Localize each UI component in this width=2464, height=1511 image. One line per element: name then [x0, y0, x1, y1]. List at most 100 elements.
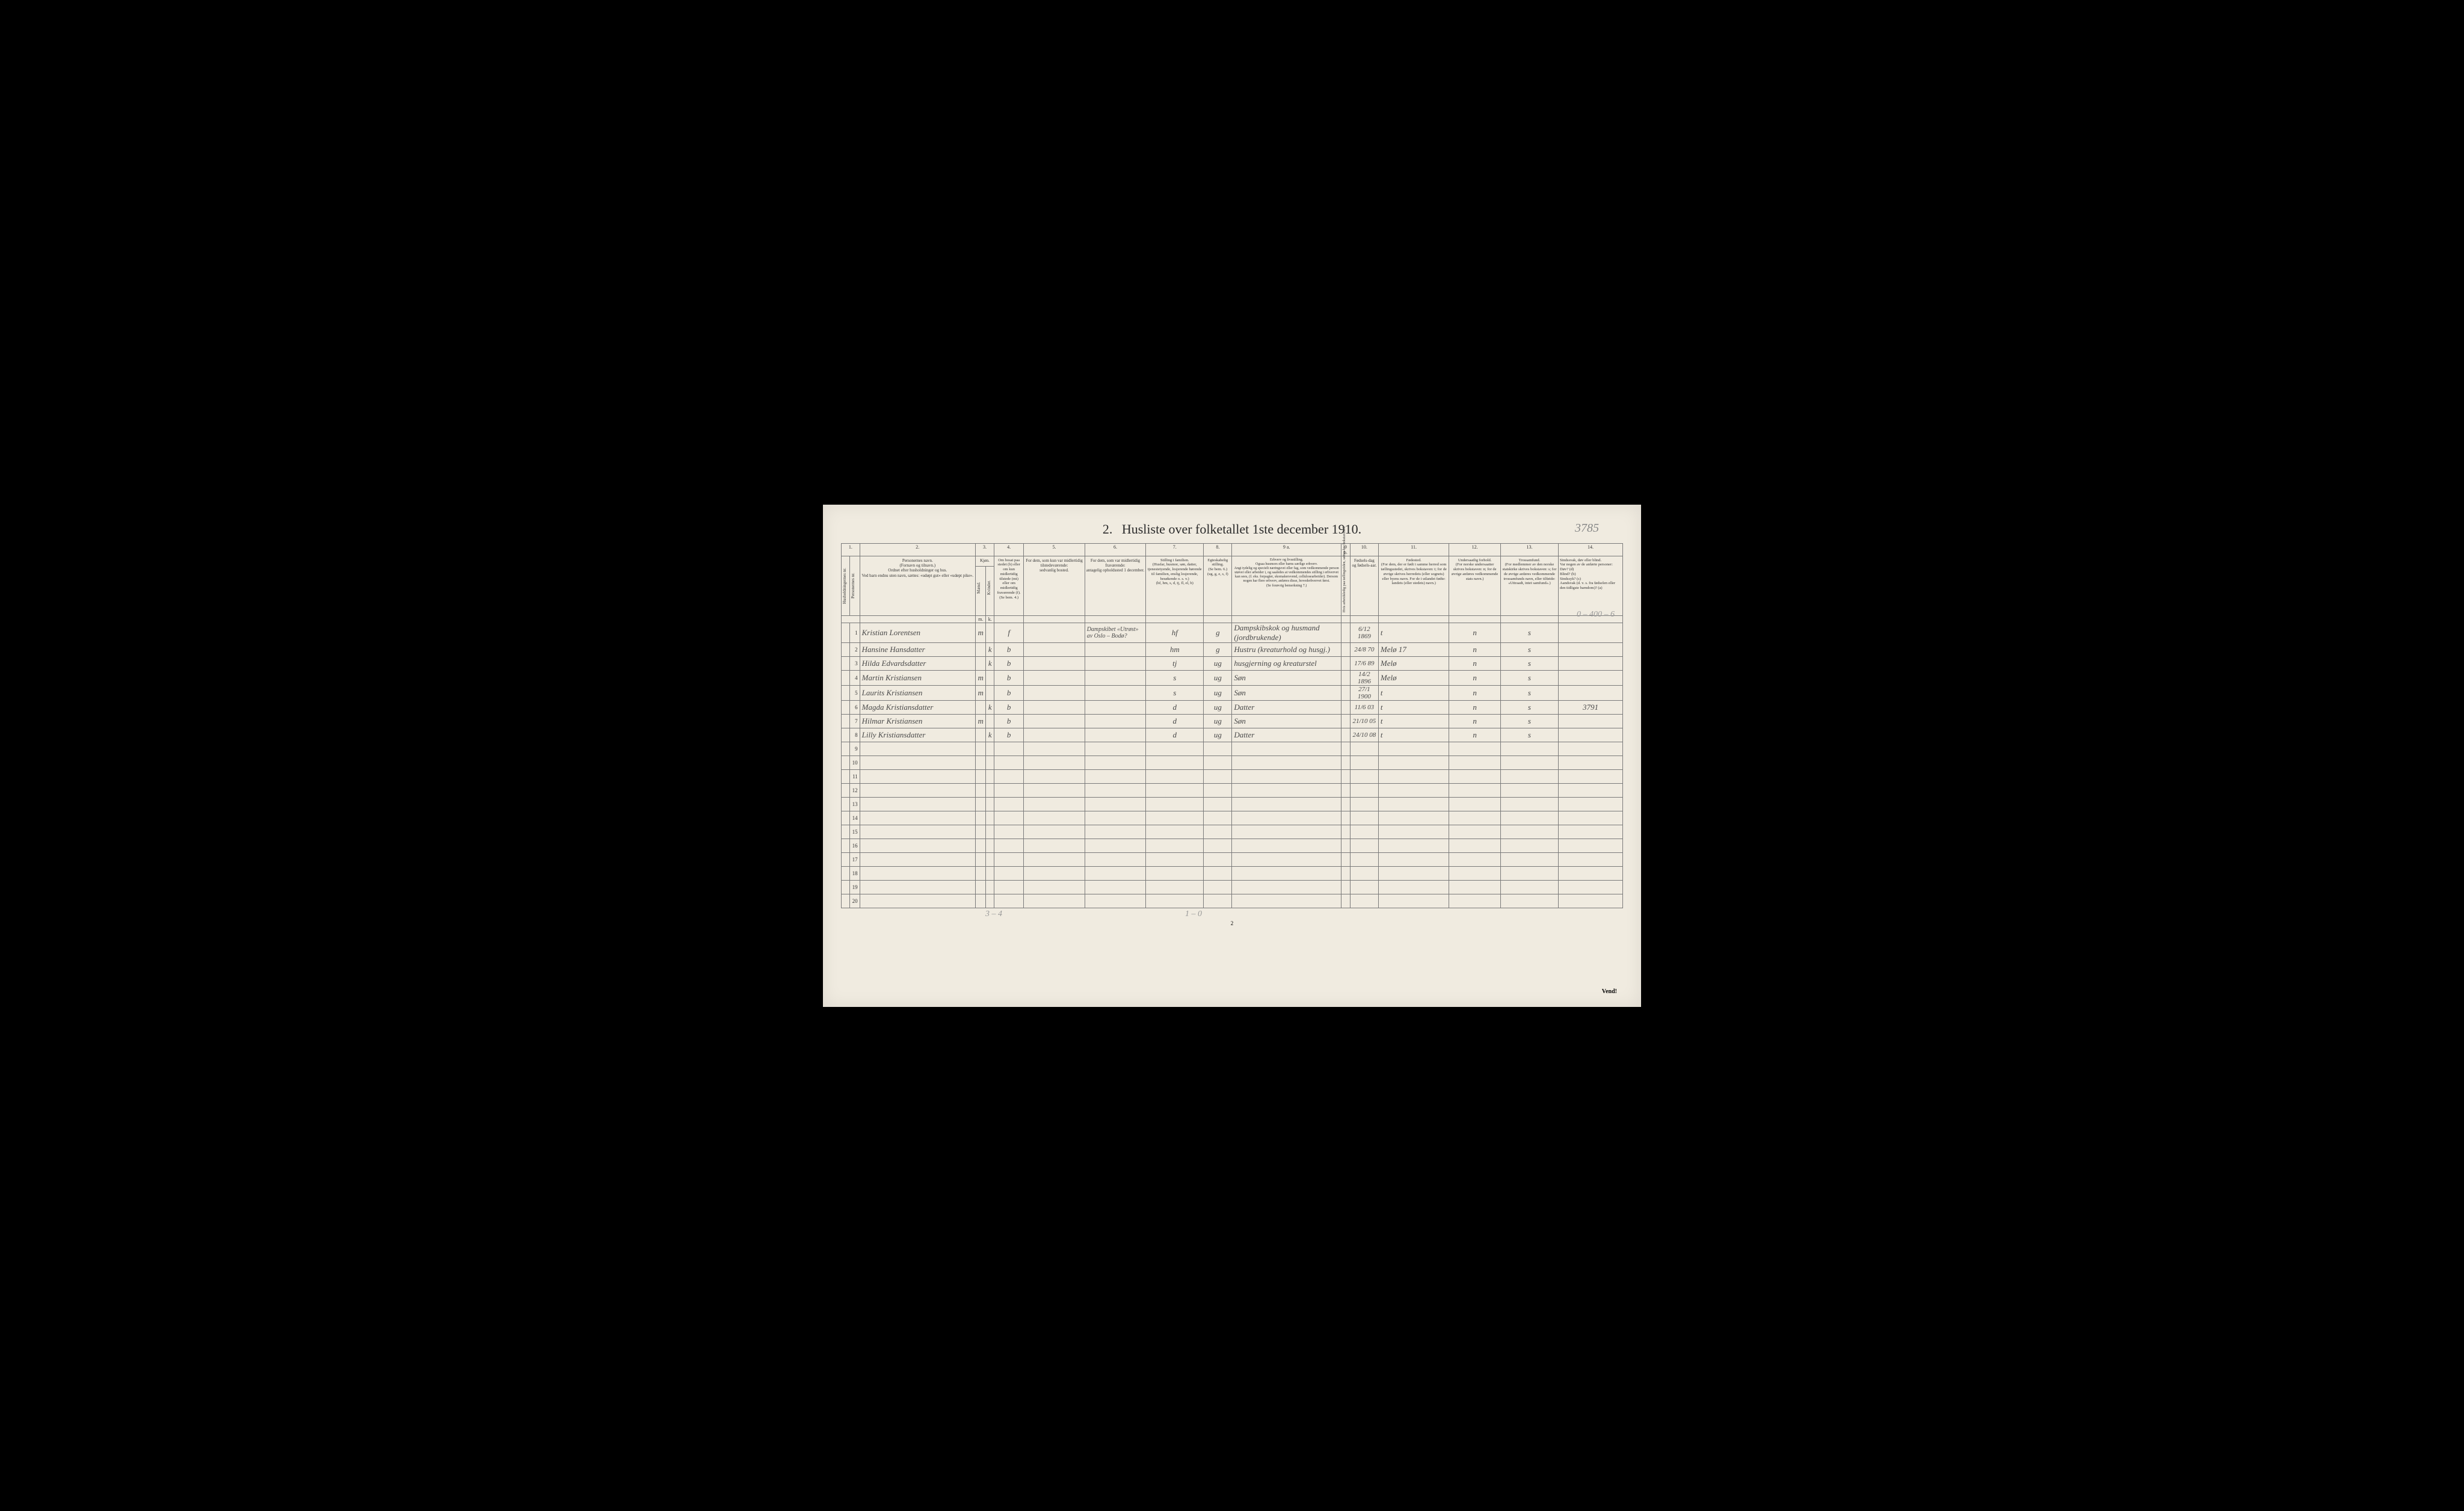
- table-row: 6Magda KristiansdatterkbdugDatter11/6 03…: [842, 700, 1623, 714]
- cell: tj: [1146, 656, 1204, 670]
- hdr-nationality: Undersaatlig forhold. (For norske unders…: [1449, 556, 1500, 615]
- cell: [860, 756, 975, 769]
- cell: 27/1 1900: [1350, 685, 1378, 700]
- cell: [1378, 825, 1449, 839]
- cell: [1146, 797, 1204, 811]
- colnum-10: 10.: [1350, 543, 1378, 556]
- cell: [975, 839, 986, 852]
- cell: k: [986, 656, 994, 670]
- hdr-person-no: Personernes nr.: [849, 556, 860, 615]
- hdr-usual-residence: For dem, som kun var midlertidig tilsted…: [1024, 556, 1085, 615]
- cell: b: [994, 700, 1024, 714]
- cell: [1350, 783, 1378, 797]
- abbr-k: k.: [986, 615, 994, 623]
- cell: [1449, 894, 1500, 908]
- cell: [1449, 783, 1500, 797]
- cell: [986, 839, 994, 852]
- cell: [1449, 769, 1500, 783]
- cell: [1232, 742, 1341, 756]
- cell: [1085, 714, 1145, 728]
- cell: [1085, 852, 1145, 866]
- cell: [1449, 742, 1500, 756]
- cell: [986, 852, 994, 866]
- cell: 21/10 05: [1350, 714, 1378, 728]
- cell: [842, 623, 850, 642]
- cell: [1232, 811, 1341, 825]
- cell: [1559, 894, 1623, 908]
- data-rows: 1Kristian LorentsenmfDampskibet «Utrøst»…: [842, 623, 1623, 908]
- cell: [986, 894, 994, 908]
- hdr-birthdate: Fødsels-dag og fødsels-aar.: [1350, 556, 1378, 615]
- cell: s: [1146, 685, 1204, 700]
- cell: [1085, 880, 1145, 894]
- table-row: 19: [842, 880, 1623, 894]
- cell: ug: [1204, 656, 1232, 670]
- cell: t: [1378, 623, 1449, 642]
- colnum-13: 13.: [1500, 543, 1558, 556]
- cell: [1146, 894, 1204, 908]
- page-number: 2: [823, 920, 1641, 926]
- cell: [1350, 839, 1378, 852]
- cell: [1085, 670, 1145, 685]
- cell: hm: [1146, 642, 1204, 656]
- cell: n: [1449, 714, 1500, 728]
- cell: [975, 852, 986, 866]
- cell: [1024, 811, 1085, 825]
- cell: d: [1146, 728, 1204, 742]
- cell: [1146, 825, 1204, 839]
- hdr-female: Kvinder.: [986, 567, 994, 615]
- cell: [1085, 811, 1145, 825]
- column-number-row: 1. 2. 3. 4. 5. 6. 7. 8. 9 a. 9 b. 10. 11…: [842, 543, 1623, 556]
- cell: [1341, 700, 1350, 714]
- cell: Kristian Lorentsen: [860, 623, 975, 642]
- cell: [842, 894, 850, 908]
- cell: [1341, 825, 1350, 839]
- cell: [1146, 769, 1204, 783]
- cell: n: [1449, 670, 1500, 685]
- cell: [1341, 756, 1350, 769]
- cell: [986, 769, 994, 783]
- cell: [1024, 756, 1085, 769]
- title-text: Husliste over folketallet 1ste december …: [1122, 522, 1361, 537]
- table-row: 18: [842, 866, 1623, 880]
- cell: s: [1500, 642, 1558, 656]
- cell: [994, 839, 1024, 852]
- cell: [1085, 700, 1145, 714]
- cell: [1024, 685, 1085, 700]
- cell: [1024, 894, 1085, 908]
- cell: [842, 656, 850, 670]
- cell: hf: [1146, 623, 1204, 642]
- cell: [994, 880, 1024, 894]
- colnum-8: 8.: [1204, 543, 1232, 556]
- hdr-occupation: Erhverv og livsstilling. Ogsaa husmors e…: [1232, 556, 1341, 615]
- cell: [1378, 742, 1449, 756]
- cell: [994, 756, 1024, 769]
- cell: m: [975, 714, 986, 728]
- cell: 2: [849, 642, 860, 656]
- cell: Melø: [1378, 670, 1449, 685]
- cell: [1559, 825, 1623, 839]
- hdr-male: Mænd.: [975, 567, 986, 615]
- cell: [1500, 880, 1558, 894]
- cell: [1232, 866, 1341, 880]
- turn-over-label: Vend!: [1602, 988, 1617, 995]
- colnum-6: 6.: [1085, 543, 1145, 556]
- cell: Søn: [1232, 714, 1341, 728]
- colnum-4: 4.: [994, 543, 1024, 556]
- cell: [1341, 880, 1350, 894]
- table-row: 10: [842, 756, 1623, 769]
- cell: [1232, 769, 1341, 783]
- cell: [1350, 742, 1378, 756]
- cell: [975, 866, 986, 880]
- cell: [1341, 783, 1350, 797]
- cell: [1204, 839, 1232, 852]
- cell: [1024, 769, 1085, 783]
- cell: [1024, 866, 1085, 880]
- cell: 6/12 1869: [1350, 623, 1378, 642]
- cell: [1378, 811, 1449, 825]
- cell: [1232, 783, 1341, 797]
- cell: [986, 811, 994, 825]
- tally-mid: 1 – 0: [1185, 909, 1202, 919]
- cell: [1024, 797, 1085, 811]
- cell: [1085, 685, 1145, 700]
